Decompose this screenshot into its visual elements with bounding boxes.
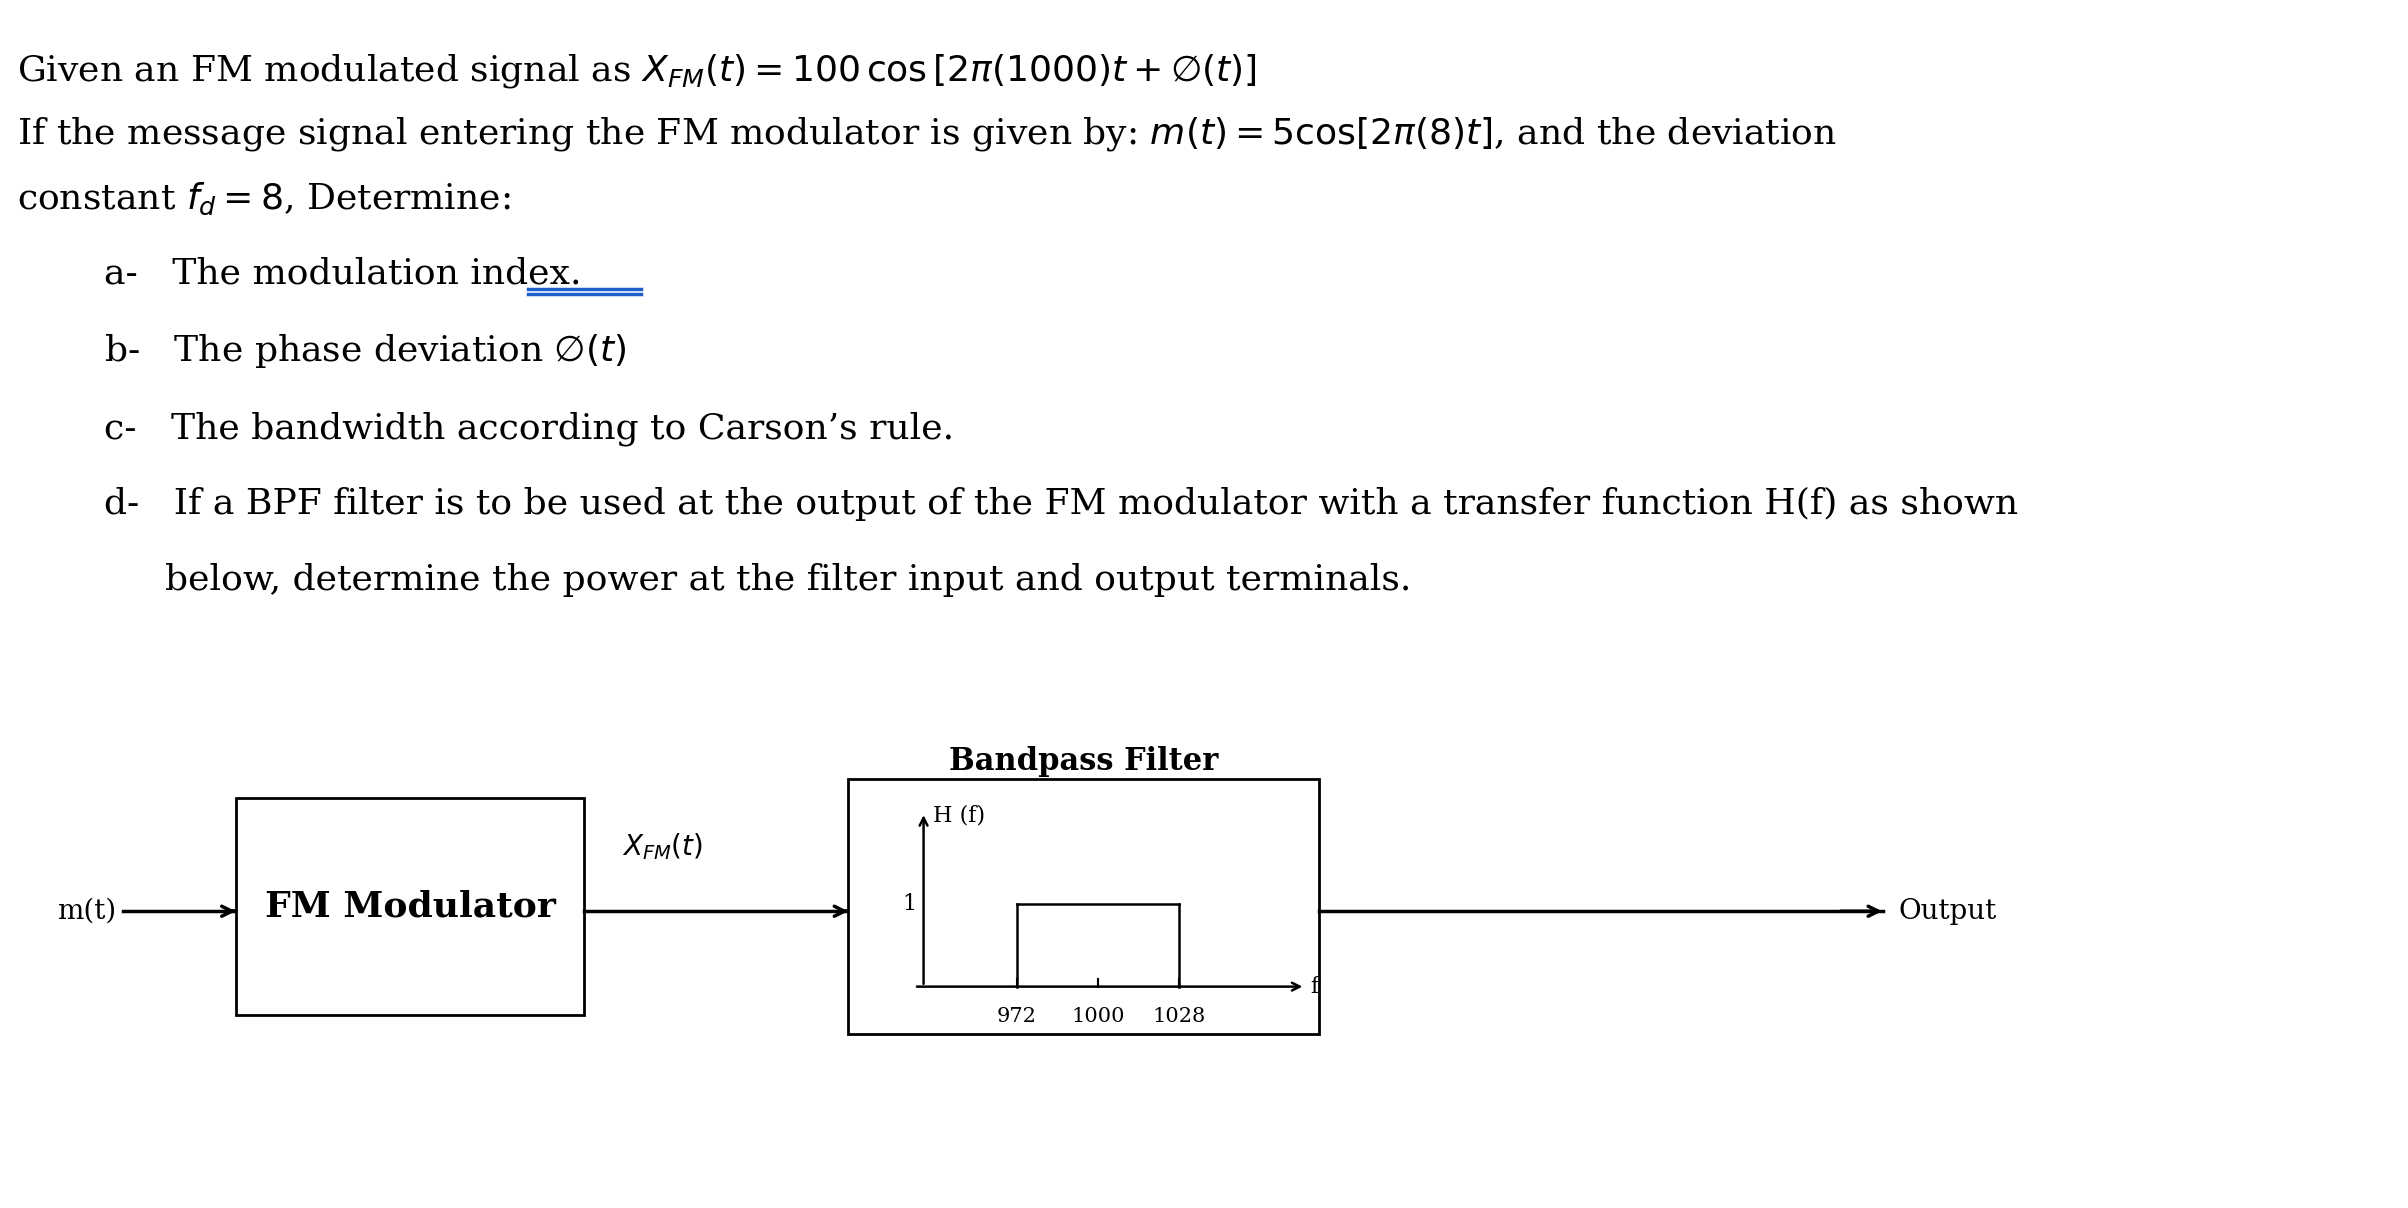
Text: FM Modulator: FM Modulator xyxy=(265,889,556,924)
Text: below, determine the power at the filter input and output terminals.: below, determine the power at the filter… xyxy=(164,563,1411,597)
Text: m(t): m(t) xyxy=(55,898,116,925)
Text: Output: Output xyxy=(1900,898,1996,925)
Bar xyxy=(236,798,585,1015)
Text: a-   The modulation index.: a- The modulation index. xyxy=(104,256,580,290)
Text: constant $f_d = 8$, Determine:: constant $f_d = 8$, Determine: xyxy=(17,181,510,217)
Text: Bandpass Filter: Bandpass Filter xyxy=(949,747,1218,777)
Text: 1028: 1028 xyxy=(1153,1007,1206,1027)
Text: Given an FM modulated signal as $X_{FM}(t) = 100\,\cos\left[2\pi(1000)t + \empty: Given an FM modulated signal as $X_{FM}(… xyxy=(17,52,1257,89)
Text: f: f xyxy=(1310,976,1317,998)
Text: H (f): H (f) xyxy=(932,805,985,826)
Text: 1000: 1000 xyxy=(1072,1007,1125,1027)
Text: 972: 972 xyxy=(997,1007,1035,1027)
Text: If the message signal entering the FM modulator is given by: $m(t) = 5\cos[2\pi(: If the message signal entering the FM mo… xyxy=(17,115,1837,153)
Text: c-   The bandwidth according to Carson’s rule.: c- The bandwidth according to Carson’s r… xyxy=(104,412,954,446)
Text: $X_{FM}(t)$: $X_{FM}(t)$ xyxy=(621,831,703,863)
Text: b-   The phase deviation $\emptyset(t)$: b- The phase deviation $\emptyset(t)$ xyxy=(104,332,626,370)
Text: 1: 1 xyxy=(903,893,915,916)
Bar xyxy=(848,779,1320,1034)
Text: d-   If a BPF filter is to be used at the output of the FM modulator with a tran: d- If a BPF filter is to be used at the … xyxy=(104,487,2018,521)
